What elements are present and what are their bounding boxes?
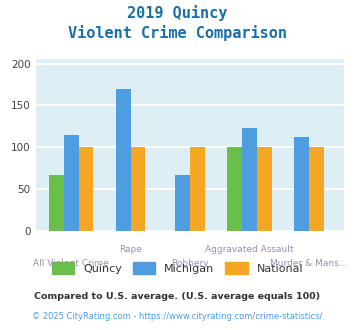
Bar	[78, 147, 93, 231]
Legend: Quincy, Michigan, National: Quincy, Michigan, National	[48, 258, 307, 278]
Bar	[116, 89, 131, 231]
Bar	[257, 147, 272, 231]
Bar	[242, 128, 257, 231]
Text: Violent Crime Comparison: Violent Crime Comparison	[68, 25, 287, 41]
Text: Murder & Mans...: Murder & Mans...	[270, 259, 348, 268]
Text: Compared to U.S. average. (U.S. average equals 100): Compared to U.S. average. (U.S. average …	[34, 292, 321, 301]
Text: Aggravated Assault: Aggravated Assault	[205, 245, 294, 254]
Bar	[190, 147, 205, 231]
Text: © 2025 CityRating.com - https://www.cityrating.com/crime-statistics/: © 2025 CityRating.com - https://www.city…	[32, 312, 323, 321]
Bar	[294, 137, 309, 231]
Text: Robbery: Robbery	[171, 259, 209, 268]
Bar	[64, 135, 78, 231]
Bar	[227, 147, 242, 231]
Text: Rape: Rape	[119, 245, 142, 254]
Bar	[309, 147, 323, 231]
Bar	[49, 175, 64, 231]
Bar	[175, 175, 190, 231]
Text: All Violent Crime: All Violent Crime	[33, 259, 109, 268]
Text: 2019 Quincy: 2019 Quincy	[127, 5, 228, 21]
Bar	[131, 147, 146, 231]
